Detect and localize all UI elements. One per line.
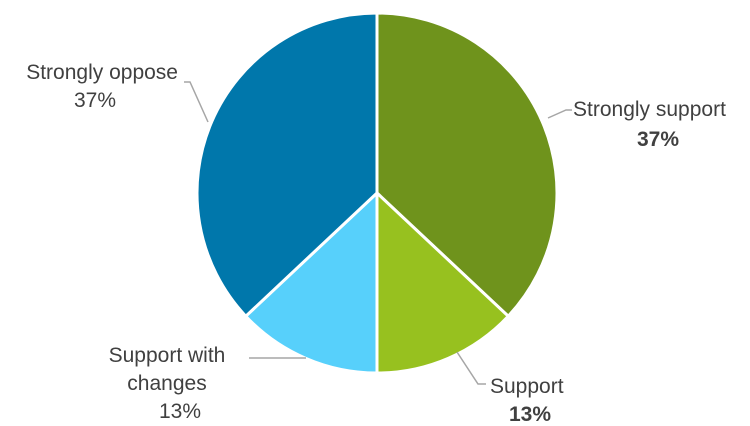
slice-percent-label-1: 37%: [637, 128, 679, 151]
pie-slice-1: [375, 11, 559, 318]
slice-label-1: Strongly support: [573, 98, 726, 121]
slice-label-3-line-2: changes: [127, 372, 206, 395]
pie-slice-4: [195, 11, 379, 318]
slice-percent-label-3: 13%: [159, 400, 201, 423]
leader-line-1: [547, 109, 572, 119]
leader-line-2: [456, 351, 486, 385]
slice-percent-label-4: 37%: [74, 89, 116, 112]
slice-label-4: Strongly oppose: [26, 61, 178, 84]
slice-percent-label-2: 13%: [509, 403, 551, 426]
slice-label-3-line-1: Support with: [109, 344, 226, 367]
leader-line-4: [184, 81, 209, 123]
slice-label-2: Support: [490, 375, 564, 398]
pie-slice-2: [375, 191, 510, 375]
